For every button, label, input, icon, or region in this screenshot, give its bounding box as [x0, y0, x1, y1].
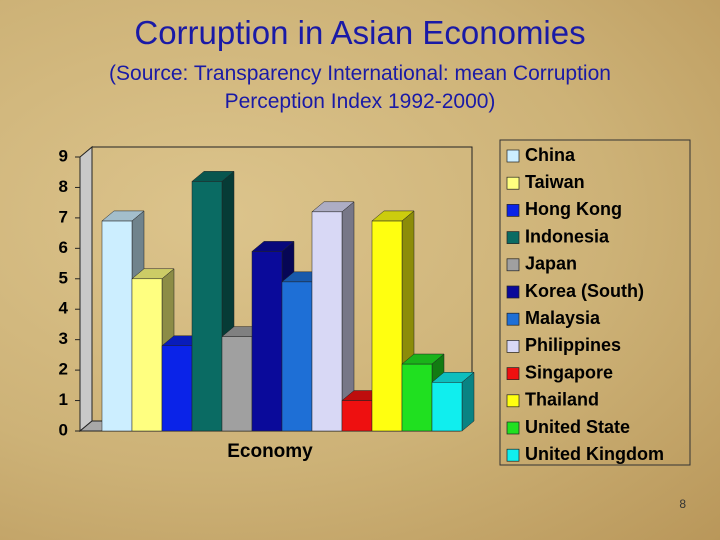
bar	[371, 220, 403, 432]
y-tick-label: 6	[59, 238, 68, 257]
y-tick-label: 0	[59, 420, 68, 439]
legend-swatch	[506, 176, 520, 190]
legend-label: United Kingdom	[525, 444, 664, 464]
legend-label: China	[525, 145, 576, 165]
legend-label: Japan	[525, 254, 577, 274]
y-tick-label: 9	[59, 146, 68, 165]
legend-label: Malaysia	[525, 308, 601, 328]
bar	[221, 336, 253, 432]
bar-top	[431, 372, 475, 383]
y-tick-label: 5	[59, 268, 68, 287]
legend-swatch	[506, 312, 520, 326]
y-tick-label: 2	[59, 360, 68, 379]
page-number: 8	[679, 497, 686, 511]
legend-box	[499, 139, 691, 466]
bar	[401, 363, 433, 432]
legend-swatch	[506, 204, 520, 217]
side-wall	[79, 145, 93, 433]
bar	[191, 181, 223, 432]
legend-swatch	[506, 367, 520, 380]
y-tick-label: 3	[59, 329, 68, 348]
legend-label: United State	[525, 417, 630, 437]
bar-top	[131, 268, 175, 280]
bar-top	[401, 353, 445, 365]
y-tick-label: 4	[59, 299, 69, 318]
legend-swatch	[506, 394, 520, 408]
bar-top	[371, 210, 415, 222]
bar	[161, 345, 193, 432]
bar	[431, 382, 463, 432]
legend-label: Hong Kong	[525, 199, 622, 219]
bar	[101, 220, 133, 432]
legend-swatch	[506, 285, 520, 299]
bar-top	[251, 241, 295, 252]
bar	[281, 281, 313, 432]
legend-swatch	[506, 448, 520, 462]
legend-label: Taiwan	[525, 172, 585, 192]
y-tick-label: 8	[59, 177, 68, 196]
y-tick-label: 1	[59, 390, 68, 409]
legend-label: Indonesia	[525, 226, 610, 246]
x-axis-label: Economy	[227, 441, 313, 462]
bar	[341, 400, 373, 432]
legend-label: Thailand	[525, 390, 599, 410]
legend-swatch	[506, 258, 520, 272]
chart-subtitle: (Source: Transparency International: mea…	[109, 62, 611, 113]
chart-title: Corruption in Asian Economies	[134, 14, 586, 51]
bar	[311, 211, 343, 432]
legend-swatch	[506, 340, 520, 353]
legend-swatch	[506, 231, 520, 244]
bar-top	[101, 210, 145, 222]
legend-label: Singapore	[525, 362, 613, 382]
bar	[251, 251, 283, 432]
bar	[131, 278, 163, 432]
bar-top	[311, 201, 355, 213]
legend-swatch	[506, 421, 520, 435]
y-tick-label: 7	[59, 207, 68, 226]
legend-label: Philippines	[525, 335, 621, 355]
legend-swatch	[506, 149, 520, 163]
legend-label: Korea (South)	[525, 281, 644, 301]
bar-top	[191, 171, 235, 182]
